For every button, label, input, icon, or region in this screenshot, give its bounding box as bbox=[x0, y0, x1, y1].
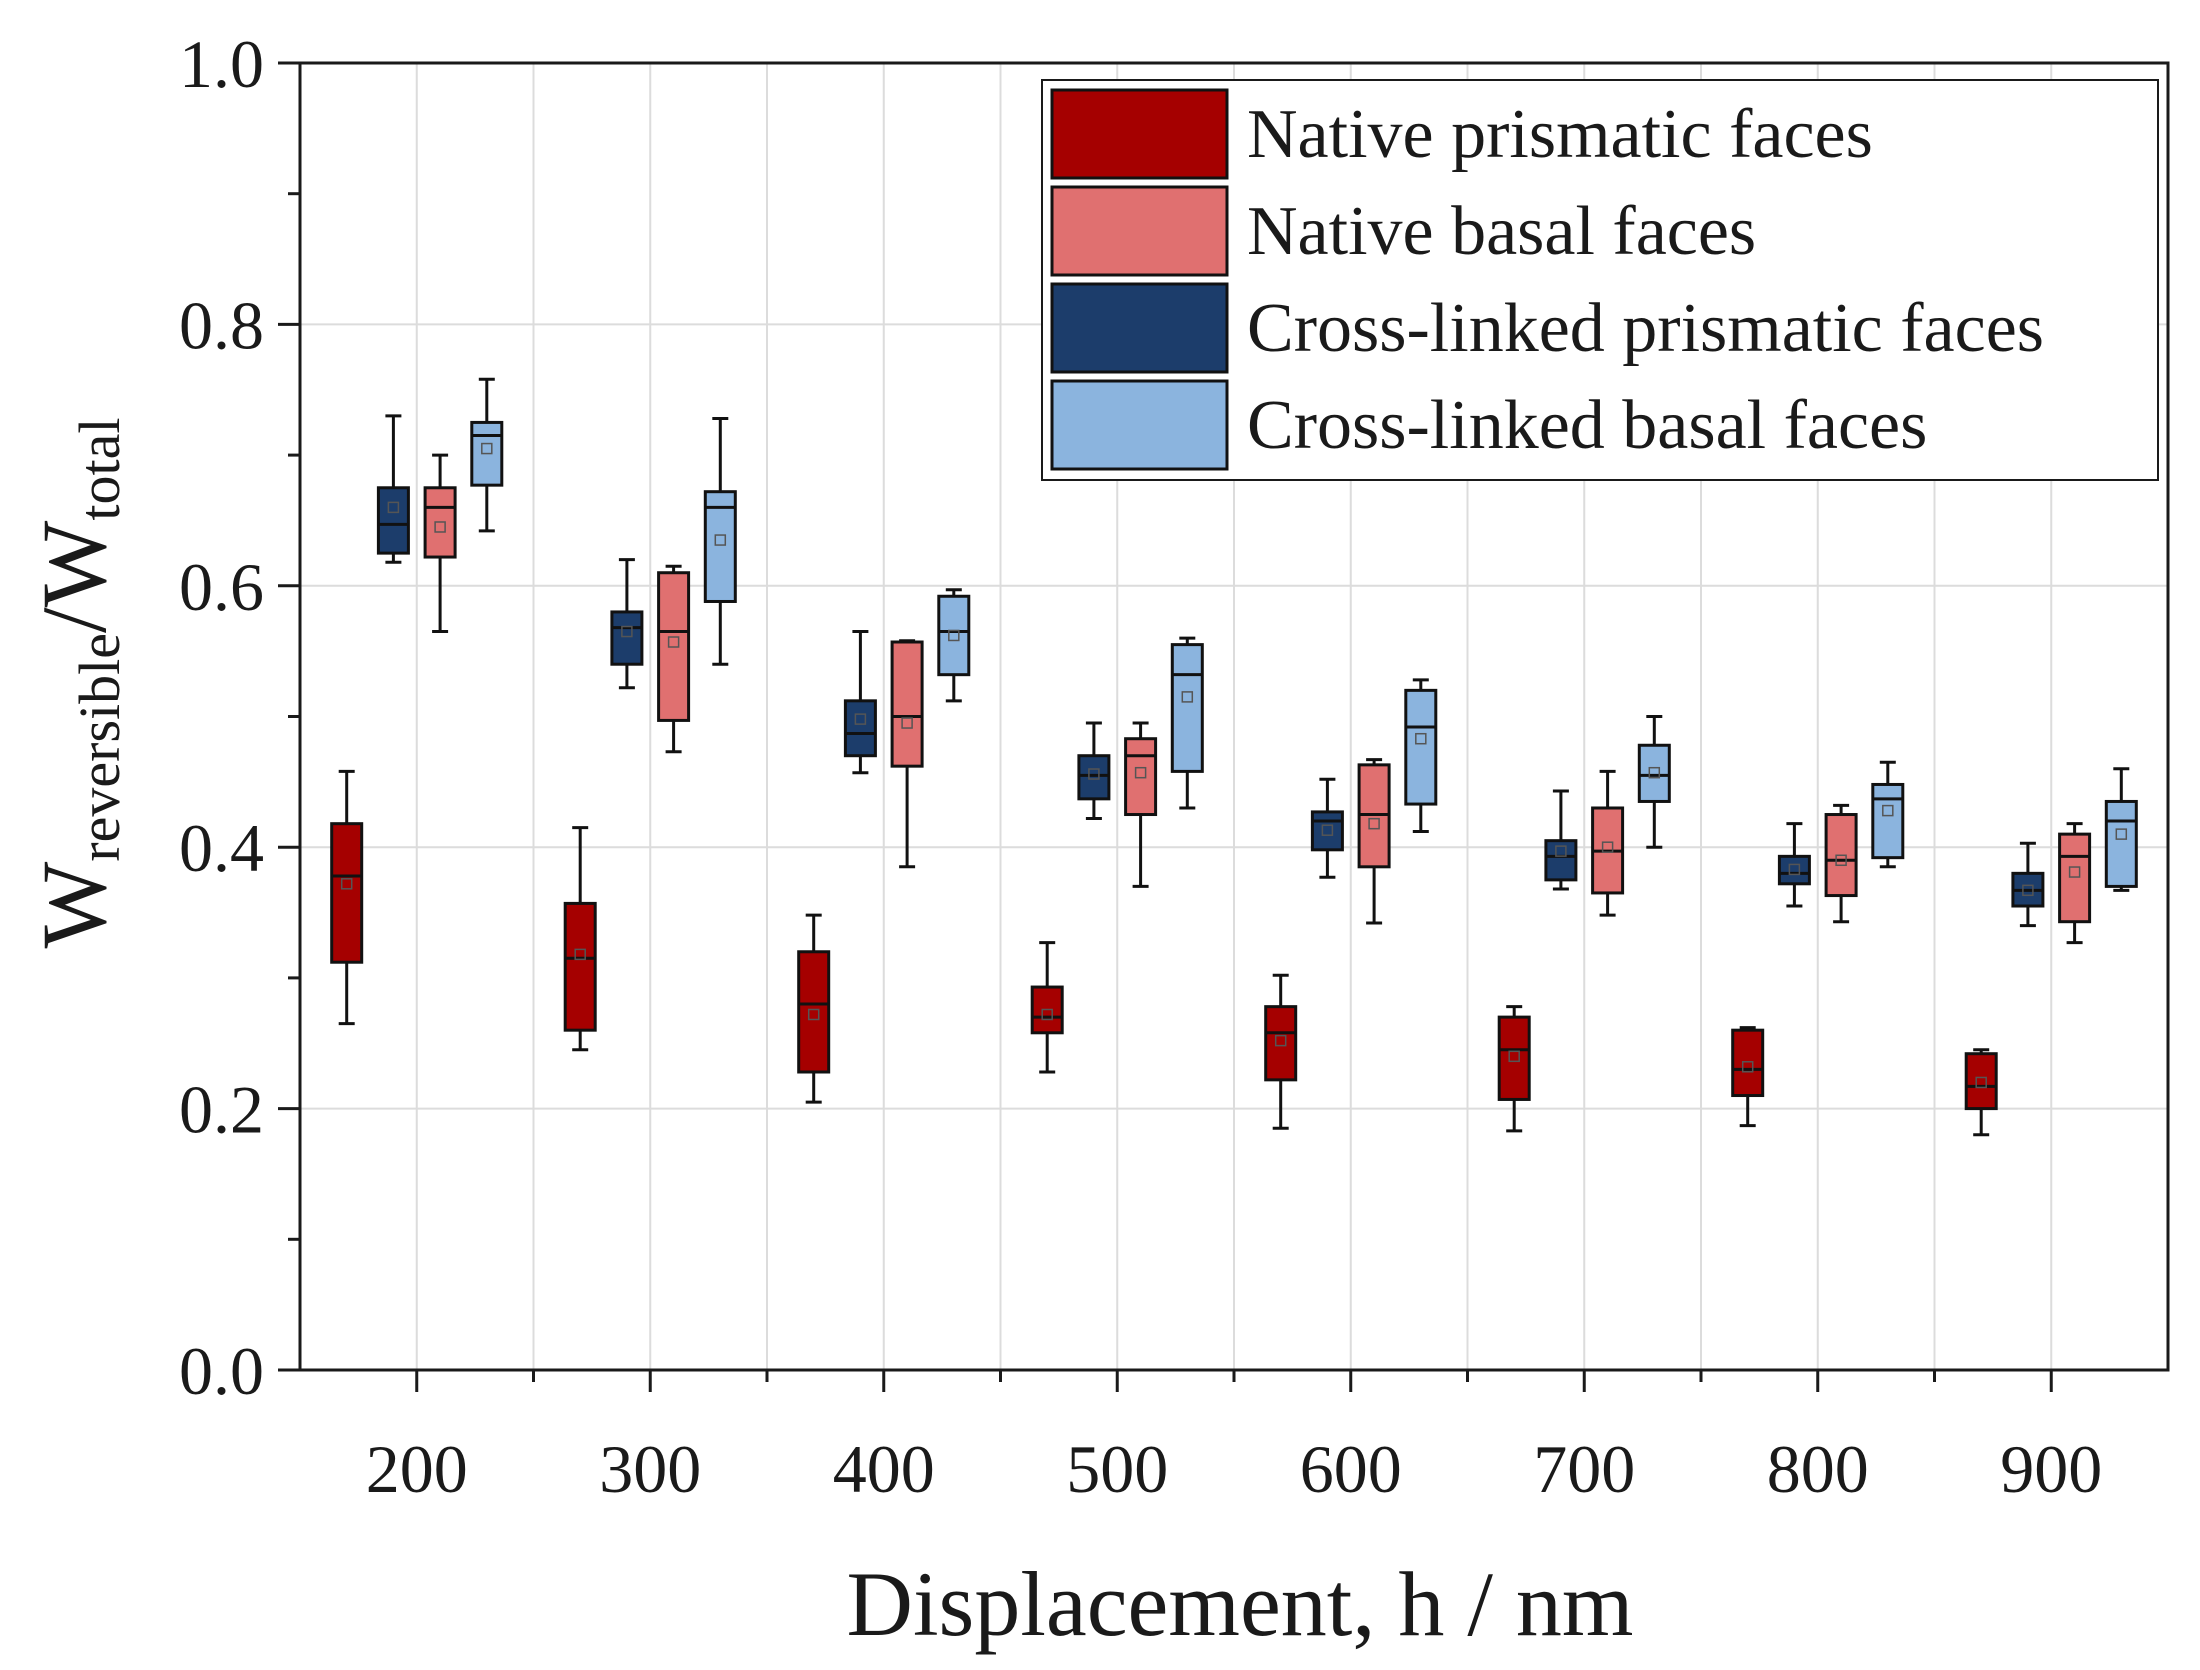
mean-marker bbox=[1274, 1034, 1287, 1047]
box bbox=[937, 594, 971, 677]
box bbox=[2104, 799, 2138, 888]
y-axis-title-main: W bbox=[23, 862, 125, 949]
mean-marker bbox=[714, 534, 727, 546]
x-tick-label: 900 bbox=[2000, 1431, 2102, 1507]
box bbox=[1310, 810, 1344, 852]
y-tick-label: 0.6 bbox=[179, 549, 264, 625]
series-native-prismatic-faces bbox=[330, 769, 1998, 1137]
box bbox=[610, 610, 644, 666]
box bbox=[1404, 688, 1438, 806]
mean-marker bbox=[901, 717, 913, 729]
x-tick-label: 700 bbox=[1533, 1431, 1635, 1507]
y-tick-label: 0.4 bbox=[179, 810, 264, 886]
mean-marker bbox=[1415, 732, 1427, 745]
box bbox=[890, 640, 924, 768]
x-tick-label: 800 bbox=[1767, 1431, 1869, 1507]
legend-label: Native prismatic faces bbox=[1247, 96, 1873, 173]
y-axis-title-slash: / bbox=[23, 607, 125, 633]
box bbox=[1497, 1015, 1531, 1101]
y-tick-label: 1.0 bbox=[179, 26, 264, 102]
box bbox=[1264, 1005, 1298, 1082]
mean-marker bbox=[854, 713, 867, 725]
mean-marker bbox=[1975, 1076, 1987, 1089]
x-tick-label: 300 bbox=[599, 1431, 701, 1507]
mean-marker bbox=[1648, 766, 1661, 779]
mean-marker bbox=[574, 948, 586, 961]
y-axis-title-main-2: W bbox=[23, 520, 125, 607]
box bbox=[1124, 737, 1158, 817]
box bbox=[1077, 754, 1111, 801]
box bbox=[1731, 1028, 1765, 1098]
mean-marker bbox=[340, 878, 353, 890]
mean-marker bbox=[1741, 1061, 1754, 1073]
x-axis-title: Displacement, h / nm bbox=[847, 1553, 1634, 1655]
mean-marker bbox=[667, 636, 680, 648]
y-tick-label: 0.2 bbox=[179, 1072, 264, 1148]
series-native-basal-faces bbox=[423, 453, 2092, 945]
axis-ticks: 200 300 400 500 600 700 800 900 0.0 0.2 0.4 0.6 0.8 1… bbox=[179, 26, 2102, 1507]
x-tick-label: 200 bbox=[366, 1431, 468, 1507]
y-axis-title: Wreversible/Wtotal bbox=[23, 417, 132, 948]
mean-marker bbox=[1368, 817, 1380, 830]
mean-marker bbox=[1508, 1050, 1520, 1063]
mean-marker bbox=[621, 625, 633, 638]
x-tick-label: 400 bbox=[833, 1431, 935, 1507]
mean-marker bbox=[1555, 845, 1567, 857]
legend-label: Cross-linked prismatic faces bbox=[1247, 290, 2044, 367]
mean-marker bbox=[1882, 804, 1894, 817]
mean-marker bbox=[1601, 841, 1614, 853]
legend-label: Native basal faces bbox=[1247, 193, 1756, 270]
mean-marker bbox=[1788, 863, 1801, 876]
box bbox=[1824, 813, 1858, 898]
legend-swatch bbox=[1050, 282, 1229, 374]
mean-marker bbox=[948, 629, 960, 642]
y-axis-title-subscript-total: total bbox=[67, 417, 132, 520]
legend-label: Cross-linked basal faces bbox=[1247, 387, 1927, 464]
x-tick-label: 500 bbox=[1066, 1431, 1168, 1507]
mean-marker bbox=[2022, 884, 2034, 897]
legend: Native prismatic faces Native basal faces… bbox=[1041, 79, 2159, 481]
legend-swatch bbox=[1050, 88, 1229, 180]
box bbox=[1871, 782, 1905, 860]
box bbox=[330, 822, 364, 964]
mean-marker bbox=[1134, 766, 1147, 779]
mean-marker bbox=[1835, 854, 1847, 867]
box bbox=[1544, 839, 1578, 882]
box-series-group bbox=[330, 377, 2138, 1137]
box bbox=[703, 490, 737, 603]
box bbox=[1964, 1052, 1998, 1111]
mean-marker bbox=[807, 1008, 820, 1021]
x-tick-label: 600 bbox=[1300, 1431, 1402, 1507]
series-cross-linked-basal-faces bbox=[470, 377, 2138, 892]
mean-marker bbox=[387, 501, 400, 514]
legend-swatch bbox=[1050, 379, 1229, 471]
mean-marker bbox=[434, 521, 446, 533]
y-tick-label: 0.8 bbox=[179, 287, 264, 363]
box bbox=[563, 901, 597, 1032]
box bbox=[1170, 643, 1204, 773]
box bbox=[1637, 743, 1671, 803]
box bbox=[797, 950, 831, 1074]
mean-marker bbox=[1181, 691, 1194, 703]
box bbox=[376, 486, 410, 555]
mean-marker bbox=[1321, 824, 1334, 836]
legend-swatch bbox=[1050, 185, 1229, 277]
y-axis-title-subscript-reversible: reversible bbox=[67, 633, 132, 862]
mean-marker bbox=[1088, 768, 1100, 780]
series-cross-linked-prismatic-faces bbox=[376, 414, 2045, 928]
box bbox=[843, 699, 877, 758]
mean-marker bbox=[2115, 828, 2128, 840]
y-tick-label: 0.0 bbox=[179, 1333, 264, 1409]
mean-marker bbox=[481, 442, 493, 455]
mean-marker bbox=[1041, 1008, 1053, 1021]
box bbox=[1777, 854, 1811, 886]
box bbox=[2058, 832, 2092, 924]
mean-marker bbox=[2068, 866, 2081, 878]
